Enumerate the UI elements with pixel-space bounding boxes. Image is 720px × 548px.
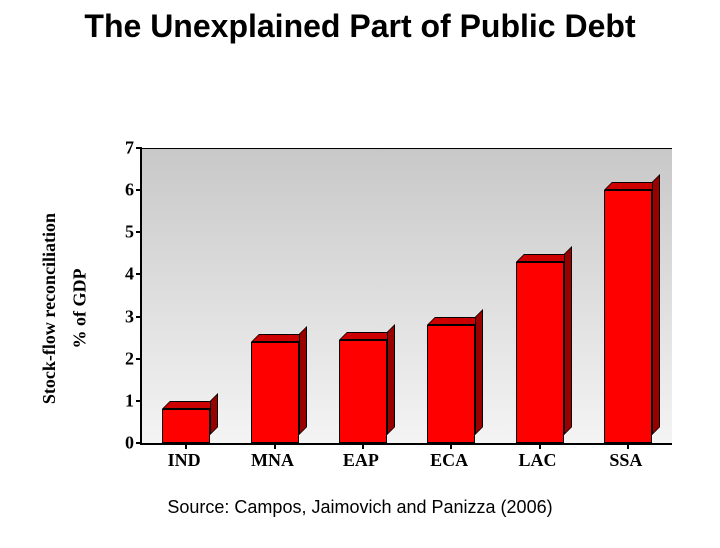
bar-face <box>251 342 299 443</box>
bar-side <box>299 326 307 435</box>
bar <box>251 342 299 443</box>
x-tick <box>185 443 187 449</box>
bar-face <box>604 190 652 443</box>
y-tick-label: 6 <box>125 180 134 201</box>
y-tick <box>136 147 142 149</box>
x-tick <box>450 443 452 449</box>
bar <box>162 409 210 443</box>
chart-area: 01234567 IND MNA EAP ECA LAC SSA <box>100 148 670 468</box>
x-tick <box>627 443 629 449</box>
y-tick-label: 2 <box>125 348 134 369</box>
bar <box>427 325 475 443</box>
bar-face <box>516 262 564 443</box>
x-tick-label: IND <box>168 450 201 471</box>
y-tick <box>136 442 142 444</box>
y-axis-label-outer: Stock-flow reconciliation <box>40 158 60 458</box>
x-tick-label: EAP <box>343 450 379 471</box>
x-tick <box>362 443 364 449</box>
x-tick <box>274 443 276 449</box>
bar-face <box>162 409 210 443</box>
y-tick-label: 5 <box>125 222 134 243</box>
y-tick-label: 0 <box>125 433 134 454</box>
y-tick-label: 7 <box>125 138 134 159</box>
y-tick-label: 1 <box>125 390 134 411</box>
x-tick-label: MNA <box>251 450 294 471</box>
x-tick <box>539 443 541 449</box>
bar <box>604 190 652 443</box>
y-tick-label: 4 <box>125 264 134 285</box>
x-tick-label: LAC <box>518 450 556 471</box>
y-tick <box>136 358 142 360</box>
bar-face <box>427 325 475 443</box>
bar-side <box>210 393 218 435</box>
y-tick-label: 3 <box>125 306 134 327</box>
y-tick <box>136 231 142 233</box>
source-text: Source: Campos, Jaimovich and Panizza (2… <box>0 497 720 518</box>
y-axis-label-outer-text: Stock-flow reconciliation <box>40 212 61 403</box>
bar <box>516 262 564 443</box>
y-tick <box>136 400 142 402</box>
bar-side <box>387 324 395 435</box>
plot-topline <box>142 148 672 149</box>
bar-face <box>339 340 387 443</box>
x-tick-label: SSA <box>609 450 642 471</box>
y-axis-label-inner: % of GDP <box>70 178 90 438</box>
y-tick <box>136 273 142 275</box>
y-axis-label-inner-text: % of GDP <box>70 268 91 348</box>
chart-title: The Unexplained Part of Public Debt <box>0 8 720 45</box>
bar-side <box>564 246 572 435</box>
bar <box>339 340 387 443</box>
x-tick-label: ECA <box>430 450 468 471</box>
bar-side <box>475 309 483 435</box>
y-tick <box>136 316 142 318</box>
plot-region: 01234567 <box>140 148 672 445</box>
bar-side <box>652 174 660 435</box>
y-tick <box>136 189 142 191</box>
